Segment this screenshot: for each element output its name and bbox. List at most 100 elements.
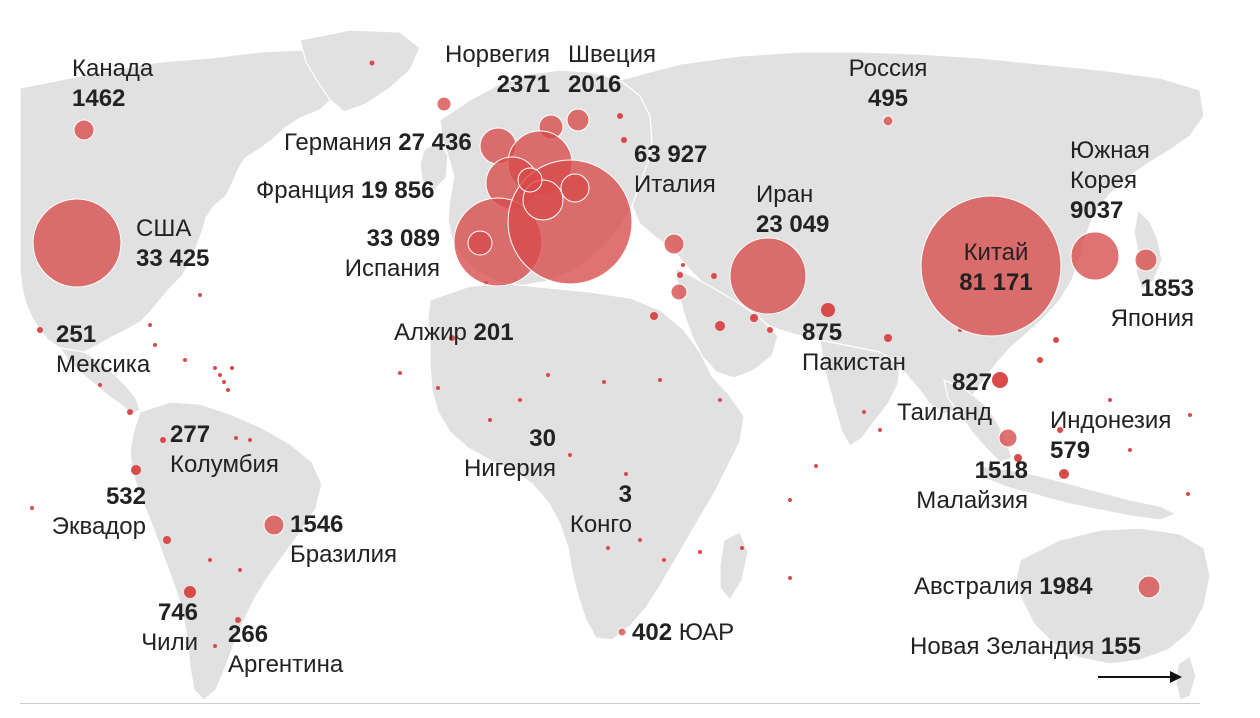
label-algeria: Алжир 201 bbox=[394, 318, 514, 348]
case-dot bbox=[226, 388, 230, 392]
case-dot bbox=[1188, 413, 1192, 417]
land-africa bbox=[427, 283, 745, 641]
case-dot bbox=[1014, 454, 1022, 462]
case-dot bbox=[238, 568, 242, 572]
bubble-japan bbox=[1134, 248, 1158, 272]
case-dot bbox=[750, 314, 758, 322]
land-australia bbox=[1015, 527, 1211, 665]
case-count: 81 171 bbox=[959, 269, 1033, 296]
label-ecuador: 532 Эквадор bbox=[24, 482, 146, 542]
case-count: 33 089 bbox=[366, 225, 440, 252]
case-count: 1462 bbox=[72, 85, 126, 112]
country-name: Швеция bbox=[568, 41, 656, 68]
case-count: 30 bbox=[529, 425, 556, 452]
case-dot bbox=[153, 343, 157, 347]
arrow-right-icon bbox=[1098, 671, 1182, 683]
case-dot bbox=[602, 380, 606, 384]
case-count: 9037 bbox=[1070, 197, 1124, 224]
case-dot bbox=[681, 263, 685, 267]
label-mexico: 251 Мексика bbox=[56, 320, 150, 380]
case-dot bbox=[1037, 357, 1043, 363]
case-dot bbox=[740, 546, 744, 550]
bubble-sa bbox=[617, 627, 627, 637]
bottom-divider bbox=[20, 703, 1200, 704]
case-dot bbox=[183, 358, 187, 362]
case-dot bbox=[160, 437, 166, 443]
country-name: Китай bbox=[963, 239, 1029, 266]
case-dot bbox=[715, 321, 725, 331]
case-dot bbox=[677, 272, 683, 278]
case-dot bbox=[788, 498, 792, 502]
case-count: 532 bbox=[105, 483, 146, 510]
case-dot bbox=[1128, 448, 1132, 452]
label-usa: США 33 425 bbox=[136, 214, 209, 274]
bubble-austria bbox=[560, 173, 590, 203]
bubble-sweden bbox=[566, 108, 590, 132]
case-count: 495 bbox=[867, 85, 909, 112]
bubble-portugal bbox=[467, 230, 493, 256]
case-dot bbox=[617, 113, 623, 119]
case-count: 201 bbox=[473, 319, 514, 346]
case-count: 3 bbox=[618, 481, 632, 508]
country-name: Норвегия bbox=[444, 41, 550, 68]
land-madagascar bbox=[719, 531, 749, 602]
country-name-line1: Южная bbox=[1070, 137, 1150, 164]
case-dot bbox=[1053, 337, 1059, 343]
label-colombia: 277 Колумбия bbox=[170, 420, 279, 480]
case-dot bbox=[992, 372, 1008, 388]
country-name: Таиланд bbox=[897, 399, 992, 426]
case-dot bbox=[98, 383, 102, 387]
case-count: 827 bbox=[951, 369, 992, 396]
country-name: Малайзия bbox=[916, 487, 1028, 514]
country-name: США bbox=[136, 215, 192, 242]
case-dot bbox=[213, 644, 217, 648]
bubble-israel bbox=[670, 283, 688, 301]
country-name: Эквадор bbox=[51, 513, 146, 540]
case-dot bbox=[650, 312, 658, 320]
case-count: 875 bbox=[802, 319, 843, 346]
label-france: Франция 19 856 bbox=[256, 176, 434, 206]
case-count: 251 bbox=[56, 321, 97, 348]
bubble-russia bbox=[882, 115, 894, 127]
case-dot bbox=[568, 453, 572, 457]
case-dot bbox=[878, 428, 882, 432]
label-spain: 33 089 Испания bbox=[300, 224, 440, 284]
case-dot bbox=[821, 303, 835, 317]
case-count: 27 436 bbox=[398, 129, 472, 156]
case-dot bbox=[1108, 398, 1112, 402]
case-dot bbox=[213, 366, 217, 370]
label-russia: Россия 495 bbox=[830, 54, 946, 114]
case-dot bbox=[218, 373, 222, 377]
country-name: Мексика bbox=[56, 351, 151, 378]
case-dot bbox=[30, 506, 34, 510]
label-canada: Канада 1462 bbox=[72, 54, 153, 114]
bubble-uk bbox=[436, 96, 452, 112]
case-dot bbox=[658, 378, 662, 382]
label-sweden: Швеция 2016 bbox=[568, 40, 656, 100]
label-south-africa: 402 ЮАР bbox=[632, 618, 734, 648]
country-name: Нигерия bbox=[463, 455, 556, 482]
case-count: 155 bbox=[1100, 633, 1141, 660]
country-name: Россия bbox=[848, 55, 928, 82]
label-congo: 3 Конго bbox=[540, 480, 632, 540]
country-name: Австралия bbox=[914, 573, 1033, 600]
case-dot bbox=[234, 436, 238, 440]
case-count: 1984 bbox=[1039, 573, 1093, 600]
country-name: Чили bbox=[141, 629, 198, 656]
case-dot bbox=[436, 386, 440, 390]
bubble-turkey bbox=[663, 233, 685, 255]
label-new-zealand: Новая Зеландия 155 bbox=[910, 632, 1141, 662]
case-dot bbox=[127, 409, 133, 415]
case-count: 266 bbox=[228, 621, 269, 648]
case-dot bbox=[621, 137, 627, 143]
country-name: Алжир bbox=[394, 319, 467, 346]
bubble-canada bbox=[73, 119, 95, 141]
case-dot bbox=[37, 327, 43, 333]
label-iran: Иран 23 049 bbox=[756, 180, 829, 240]
case-count: 2016 bbox=[568, 71, 622, 98]
case-dot bbox=[638, 538, 642, 542]
case-dot bbox=[163, 536, 171, 544]
label-germany: Германия 27 436 bbox=[284, 128, 472, 158]
label-australia: Австралия 1984 bbox=[914, 572, 1093, 602]
case-count: 277 bbox=[170, 421, 211, 448]
